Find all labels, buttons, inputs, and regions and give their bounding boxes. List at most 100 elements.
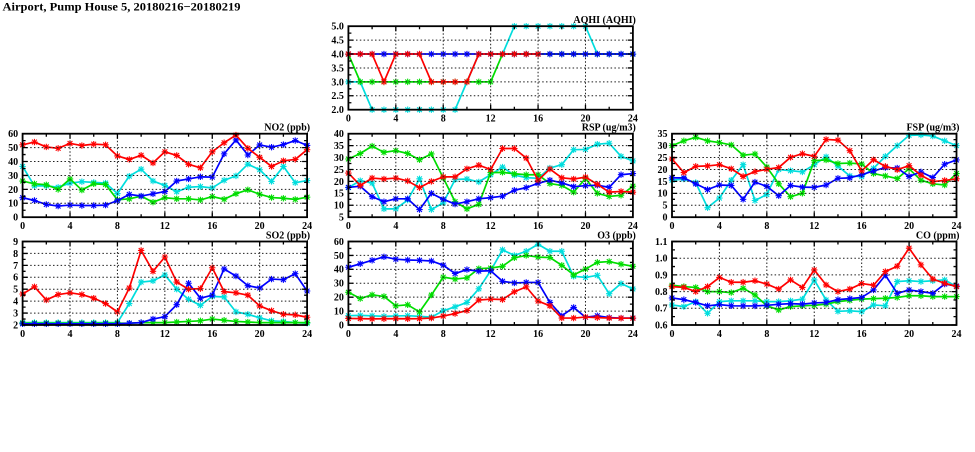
svg-text:10: 10 <box>8 199 18 210</box>
svg-text:3: 3 <box>13 308 18 319</box>
svg-text:5.0: 5.0 <box>331 22 344 33</box>
svg-text:12: 12 <box>486 221 496 232</box>
svg-text:2.0: 2.0 <box>331 105 344 116</box>
svg-text:10: 10 <box>658 189 668 200</box>
svg-text:1.0: 1.0 <box>655 254 668 265</box>
svg-text:5: 5 <box>663 201 668 212</box>
svg-text:24: 24 <box>628 329 638 340</box>
svg-text:0: 0 <box>346 221 351 232</box>
svg-text:0: 0 <box>20 221 25 232</box>
svg-text:8: 8 <box>764 329 769 340</box>
svg-text:40: 40 <box>8 157 18 168</box>
svg-text:0: 0 <box>13 213 18 224</box>
svg-text:8: 8 <box>13 249 18 260</box>
svg-text:24: 24 <box>952 329 962 340</box>
svg-text:30: 30 <box>658 141 668 152</box>
svg-text:12: 12 <box>160 221 170 232</box>
svg-text:4: 4 <box>393 114 398 125</box>
svg-text:9: 9 <box>13 237 18 248</box>
svg-text:0: 0 <box>670 221 675 232</box>
svg-text:20: 20 <box>904 329 914 340</box>
svg-text:2: 2 <box>13 320 18 331</box>
svg-text:20: 20 <box>658 165 668 176</box>
svg-text:12: 12 <box>809 221 819 232</box>
svg-text:0: 0 <box>663 213 668 224</box>
svg-text:40: 40 <box>334 265 344 276</box>
svg-text:0: 0 <box>339 320 344 331</box>
svg-text:3.5: 3.5 <box>331 63 344 74</box>
svg-text:16: 16 <box>857 329 867 340</box>
svg-text:16: 16 <box>533 329 543 340</box>
svg-text:4.0: 4.0 <box>331 49 344 60</box>
svg-text:12: 12 <box>160 329 170 340</box>
svg-text:SO2 (ppb): SO2 (ppb) <box>266 230 310 241</box>
svg-text:16: 16 <box>207 221 217 232</box>
svg-text:30: 30 <box>334 153 344 164</box>
svg-text:12: 12 <box>486 114 496 125</box>
svg-text:5: 5 <box>339 213 344 224</box>
svg-text:25: 25 <box>658 153 668 164</box>
svg-text:20: 20 <box>904 221 914 232</box>
svg-text:8: 8 <box>441 221 446 232</box>
svg-text:25: 25 <box>334 165 344 176</box>
svg-text:24: 24 <box>628 114 638 125</box>
svg-text:Airport, Pump House 5, 2018021: Airport, Pump House 5, 20180216−20180219 <box>3 2 241 14</box>
svg-text:7: 7 <box>13 261 18 272</box>
svg-text:50: 50 <box>334 251 344 262</box>
svg-text:O3 (ppb): O3 (ppb) <box>597 230 636 241</box>
svg-text:4: 4 <box>68 329 73 340</box>
svg-text:16: 16 <box>533 114 543 125</box>
svg-text:CO (ppm): CO (ppm) <box>916 230 960 241</box>
svg-text:5: 5 <box>13 285 18 296</box>
svg-text:20: 20 <box>255 221 265 232</box>
svg-text:20: 20 <box>334 293 344 304</box>
svg-text:2.5: 2.5 <box>331 91 344 102</box>
svg-text:8: 8 <box>115 221 120 232</box>
svg-text:0: 0 <box>346 114 351 125</box>
svg-text:20: 20 <box>580 329 590 340</box>
svg-text:RSP (ug/m3): RSP (ug/m3) <box>582 123 636 134</box>
svg-text:40: 40 <box>334 129 344 140</box>
svg-text:24: 24 <box>302 221 312 232</box>
svg-text:4: 4 <box>717 221 722 232</box>
svg-text:4: 4 <box>393 329 398 340</box>
svg-text:8: 8 <box>115 329 120 340</box>
svg-text:4: 4 <box>68 221 73 232</box>
svg-text:20: 20 <box>580 221 590 232</box>
svg-text:0: 0 <box>346 329 351 340</box>
svg-text:0.8: 0.8 <box>655 287 668 298</box>
svg-text:1.1: 1.1 <box>655 237 668 248</box>
svg-text:24: 24 <box>952 221 962 232</box>
svg-text:50: 50 <box>8 143 18 154</box>
svg-text:30: 30 <box>334 279 344 290</box>
svg-text:16: 16 <box>857 221 867 232</box>
svg-text:0.6: 0.6 <box>655 320 668 331</box>
svg-text:16: 16 <box>533 221 543 232</box>
svg-text:10: 10 <box>334 306 344 317</box>
svg-text:15: 15 <box>334 189 344 200</box>
svg-text:4.5: 4.5 <box>331 36 344 47</box>
svg-text:8: 8 <box>764 221 769 232</box>
svg-text:0: 0 <box>670 329 675 340</box>
svg-text:20: 20 <box>334 177 344 188</box>
svg-text:4: 4 <box>13 297 18 308</box>
svg-text:12: 12 <box>486 329 496 340</box>
svg-text:16: 16 <box>207 329 217 340</box>
svg-text:24: 24 <box>628 221 638 232</box>
svg-text:8: 8 <box>441 329 446 340</box>
svg-text:35: 35 <box>658 129 668 140</box>
svg-text:0.9: 0.9 <box>655 270 668 281</box>
svg-text:0: 0 <box>20 329 25 340</box>
svg-text:12: 12 <box>809 329 819 340</box>
svg-text:20: 20 <box>8 185 18 196</box>
svg-text:AQHI (AQHI): AQHI (AQHI) <box>573 15 636 26</box>
svg-text:4: 4 <box>717 329 722 340</box>
svg-text:60: 60 <box>8 129 18 140</box>
svg-text:10: 10 <box>334 201 344 212</box>
svg-text:30: 30 <box>8 171 18 182</box>
svg-text:20: 20 <box>580 114 590 125</box>
svg-text:15: 15 <box>658 177 668 188</box>
svg-text:0.7: 0.7 <box>655 304 668 315</box>
svg-text:20: 20 <box>255 329 265 340</box>
svg-text:3.0: 3.0 <box>331 77 344 88</box>
